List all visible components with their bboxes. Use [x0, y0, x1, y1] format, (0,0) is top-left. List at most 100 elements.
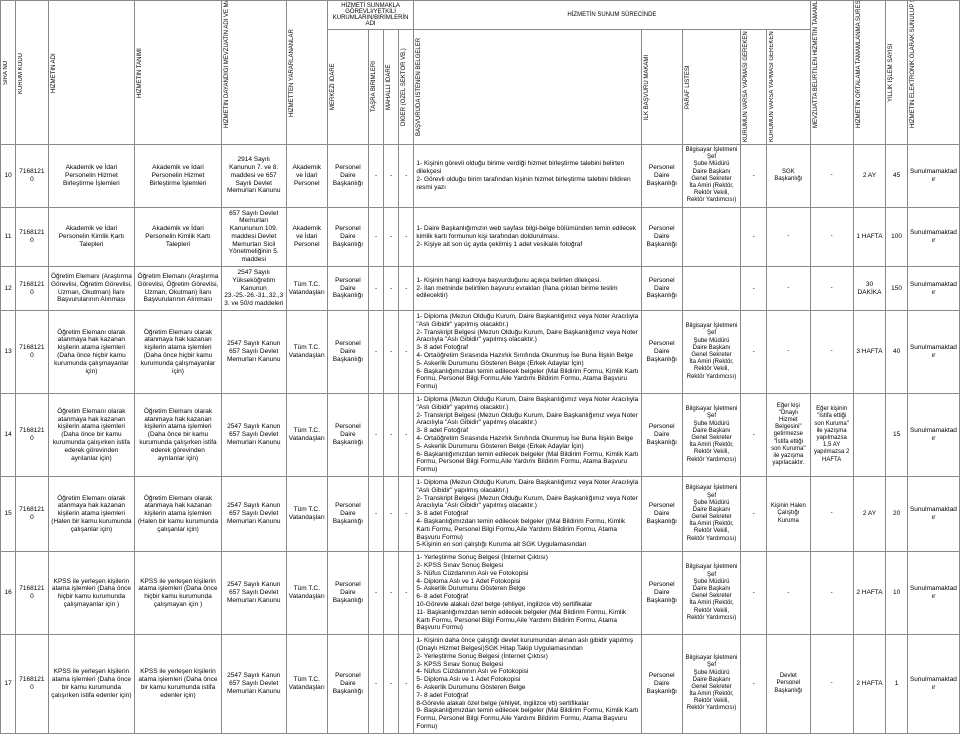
cell-c9: -	[384, 145, 399, 208]
cell-c11: 1- Kişinin görevli olduğu birime verdiği…	[414, 145, 641, 208]
cell-c8: -	[368, 552, 383, 635]
cell-c18: 100	[886, 207, 908, 267]
h-yillik: YILLIK İŞLEM SAYISI	[888, 18, 894, 128]
h-paraf: PARAF LİSTESİ	[685, 32, 691, 142]
cell-c3: Öğretim Elemanı (Araştırma Görevlisi, Öğ…	[48, 267, 135, 311]
cell-c8: -	[368, 145, 383, 208]
cell-c9: -	[384, 552, 399, 635]
cell-c1: 11	[1, 207, 16, 267]
cell-c3: Akademik ve İdari Personelin Hizmet Birl…	[48, 145, 135, 208]
h-icyazisma: KURUMUN VARSA YAPMASI GEREKEN İÇ YAZIŞMA…	[743, 32, 749, 142]
h-merkezi: MERKEZİ İDARE	[330, 32, 336, 142]
cell-c1: 12	[1, 267, 16, 311]
cell-c15: -	[767, 207, 810, 267]
h-group2: HİZMETİN SUNUM SÜRECİNDE	[414, 1, 810, 30]
cell-c4: Öğretim Elemanı olarak atanmaya hak kaza…	[135, 394, 222, 477]
cell-c2: 71681210	[16, 311, 48, 394]
cell-c16: -	[810, 145, 853, 208]
cell-c17: 2 HAFTA	[853, 635, 885, 734]
cell-c13: Bilgisayar İşletmeni ŞefŞube MüdürüDaire…	[682, 145, 740, 208]
cell-c17	[853, 394, 885, 477]
cell-c9: -	[384, 394, 399, 477]
cell-c5: 2547 Sayılı Yükseköğretim Kanunun 23.-25…	[221, 267, 286, 311]
cell-c17: 2 HAFTA	[853, 552, 885, 635]
table-row: 1671681210KPSS ile yerleşen kişilerin at…	[1, 552, 960, 635]
cell-c18: 150	[886, 267, 908, 311]
cell-c16: -	[810, 207, 853, 267]
cell-c8: -	[368, 267, 383, 311]
cell-c15: Kişinin Halen Çalıştığı Kuruma	[767, 477, 810, 552]
cell-c5: 657 Sayılı Devlet Memurları Kanununun 10…	[221, 207, 286, 267]
cell-c10: -	[399, 311, 414, 394]
cell-c5: 2547 Sayılı Kanun657 Sayılı Devlet Memur…	[221, 311, 286, 394]
cell-c6: Tüm T.C. Vatandaşları	[286, 477, 327, 552]
cell-c10: -	[399, 477, 414, 552]
cell-c13: Bilgisayar İşletmeni ŞefŞube MüdürüDaire…	[682, 394, 740, 477]
cell-c4: KPSS ile yerleşen kişilerin atama işleml…	[135, 635, 222, 734]
cell-c19: Sunulmamaktadır	[907, 311, 959, 394]
h-mevzuat: HİZMETİN DAYANDIĞI MEVZUATIN ADI VE MADD…	[224, 18, 230, 128]
h-ortalamasure: HİZMETİN ORTALAMA TAMAMLANMA SÜRESİ	[856, 18, 862, 128]
cell-c2: 71681210	[16, 207, 48, 267]
cell-c4: Öğretim Elemanı (Araştırma Görevlisi, Öğ…	[135, 267, 222, 311]
cell-c11: 1- Daire Başkanlığımızın web sayfası bil…	[414, 207, 641, 267]
cell-c4: Öğretim Elemanı olarak atanmaya hak kaza…	[135, 311, 222, 394]
table-row: 1371681210Öğretim Elemanı olarak atanmay…	[1, 311, 960, 394]
cell-c8: -	[368, 477, 383, 552]
cell-c2: 71681210	[16, 394, 48, 477]
cell-c12: Personel Daire Başkanlığı	[641, 267, 682, 311]
cell-c6: Tüm T.C. Vatandaşları	[286, 311, 327, 394]
table-row: 1471681210Öğretim Elemanı olarak atanmay…	[1, 394, 960, 477]
cell-c5: 2914 Sayılı Kanunun 7. ve 8. maddesi ve …	[221, 145, 286, 208]
cell-c13: Bilgisayar İşletmeni ŞefŞube MüdürüDaire…	[682, 635, 740, 734]
cell-c10: -	[399, 552, 414, 635]
cell-c1: 13	[1, 311, 16, 394]
table-row: 1271681210Öğretim Elemanı (Araştırma Gör…	[1, 267, 960, 311]
cell-c3: KPSS ile yerleşen kişilerin atama işleml…	[48, 552, 135, 635]
cell-c18: 15	[886, 394, 908, 477]
cell-c18: 10	[886, 552, 908, 635]
cell-c1: 16	[1, 552, 16, 635]
cell-c6: Tüm T.C. Vatandaşları	[286, 267, 327, 311]
h-tasra: TAŞRA BİRİMLERİ	[371, 32, 377, 142]
cell-c15: Devlet Personel Başkanlığı	[767, 635, 810, 734]
cell-c1: 15	[1, 477, 16, 552]
h-elektronik: HİZMETİN ELEKTRONİK OLARAK SUNULUP SUNUL…	[910, 18, 916, 128]
h-disyazisma: KURUMUN VARSA YAPMASI GEREKEN DIŞ YAZIŞM…	[769, 32, 775, 142]
cell-c3: KPSS ile yerleşen kişilerin atama işleml…	[48, 635, 135, 734]
cell-c7: Personel Daire Başkanlığı	[327, 477, 368, 552]
cell-c3: Akademik ve İdari Personelin Kimlik Kart…	[48, 207, 135, 267]
h-kurumkodu: KURUM KODU	[18, 18, 24, 128]
cell-c6: Tüm T.C. Vatandaşları	[286, 394, 327, 477]
cell-c16: -	[810, 477, 853, 552]
cell-c15: -	[767, 267, 810, 311]
h-ilkbasvuru: İLK BAŞVURU MAKAMI	[644, 32, 650, 142]
cell-c17: 2 AY	[853, 477, 885, 552]
table-row: 1771681210KPSS ile yerleşen kişilerin at…	[1, 635, 960, 734]
cell-c2: 71681210	[16, 267, 48, 311]
cell-c8: -	[368, 635, 383, 734]
cell-c19: Sunulmamaktadır	[907, 635, 959, 734]
h-hizmettanimi: HİZMETİN TANIMI	[137, 18, 143, 128]
cell-c17: 2 AY	[853, 145, 885, 208]
cell-c19: Sunulmamaktadır	[907, 552, 959, 635]
cell-c10: -	[399, 635, 414, 734]
cell-c15: Eğer kişi "Onaylı Hizmet Belgesini" geti…	[767, 394, 810, 477]
cell-c16: -	[810, 635, 853, 734]
cell-c2: 71681210	[16, 552, 48, 635]
cell-c18: 1	[886, 635, 908, 734]
cell-c12: Personel Daire Başkanlığı	[641, 635, 682, 734]
cell-c3: Öğretim Elemanı olarak atanmaya hak kaza…	[48, 311, 135, 394]
h-sira: SIRA NO	[3, 18, 9, 128]
cell-c9: -	[384, 207, 399, 267]
cell-c16: -	[810, 267, 853, 311]
cell-c10: -	[399, 145, 414, 208]
cell-c7: Personel Daire Başkanlığı	[327, 267, 368, 311]
cell-c11: 1- Yerleştirme Sonuç Belgesi (İnternet Ç…	[414, 552, 641, 635]
cell-c19: Sunulmamaktadır	[907, 394, 959, 477]
h-diger: DİĞER (ÖZEL SEKTÖR VB.)	[401, 32, 407, 142]
cell-c15: SGK Başkanlığı	[767, 145, 810, 208]
cell-c13: Bilgisayar İşletmeni ŞefŞube MüdürüDaire…	[682, 477, 740, 552]
cell-c7: Personel Daire Başkanlığı	[327, 207, 368, 267]
cell-c17: 3 HAFTA	[853, 311, 885, 394]
